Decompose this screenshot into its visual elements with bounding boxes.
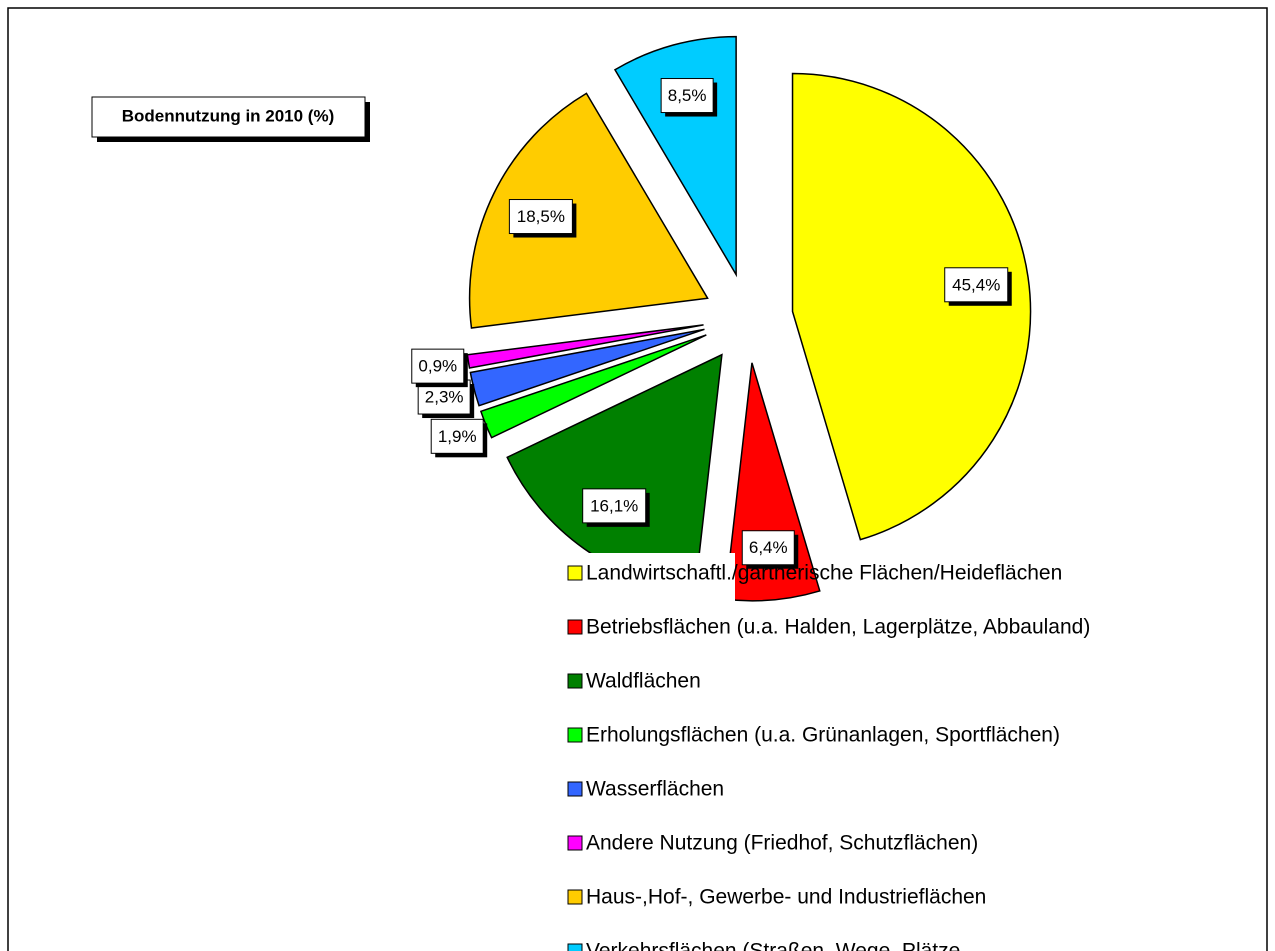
legend-swatch xyxy=(567,943,583,951)
legend-swatch xyxy=(567,727,583,743)
chart-title: Bodennutzung in 2010 (%) xyxy=(122,106,335,125)
legend-label: Waldflächen xyxy=(586,670,701,693)
data-label: 1,9% xyxy=(438,427,477,446)
legend-swatch xyxy=(567,835,583,851)
pie xyxy=(466,35,1032,602)
legend-swatch xyxy=(567,619,583,635)
label-box xyxy=(660,78,714,114)
data-label: 8,5% xyxy=(668,86,707,105)
pie-slice xyxy=(791,72,1032,541)
legend-label: Erholungsflächen (u.a. Grünanlagen, Spor… xyxy=(586,724,1060,747)
title-box xyxy=(91,96,366,138)
label-box xyxy=(411,348,465,384)
legend-label: Wasserflächen xyxy=(586,778,724,801)
label-box xyxy=(944,267,1009,303)
legend-label: Betriebsflächen (u.a. Halden, Lagerplätz… xyxy=(586,616,1090,639)
legend-swatch xyxy=(567,781,583,797)
label-box xyxy=(508,199,573,235)
label-box xyxy=(741,530,795,566)
pie-slice xyxy=(468,92,709,329)
data-label: 18,5% xyxy=(517,207,565,226)
label-box xyxy=(430,418,484,454)
legend-swatch xyxy=(567,673,583,689)
data-label: 16,1% xyxy=(590,496,638,515)
legend-label: Landwirtschaftl./gärtnerische Flächen/He… xyxy=(586,562,1062,585)
data-label: 0,9% xyxy=(418,357,457,376)
legend-swatch xyxy=(567,889,583,905)
label-box xyxy=(582,488,647,524)
legend-label: Haus-,Hof-, Gewerbe- und Industriefläche… xyxy=(586,886,986,909)
legend-swatch xyxy=(567,565,583,581)
data-label: 6,4% xyxy=(749,538,788,557)
legend: Landwirtschaftl./gärtnerische Flächen/He… xyxy=(567,562,1090,951)
data-label: 45,4% xyxy=(952,275,1000,294)
legend-label: Andere Nutzung (Friedhof, Schutzflächen) xyxy=(586,832,978,855)
legend-label: Verkehrsflächen (Straßen, Wege, Plätze, xyxy=(586,940,966,951)
data-label: 2,3% xyxy=(425,388,464,407)
labels: 45,4% 6,4% 16,1% 1,9% 2,3% 0,9% 18,5% 8,5% xyxy=(411,78,1012,569)
legend-background xyxy=(500,553,735,951)
